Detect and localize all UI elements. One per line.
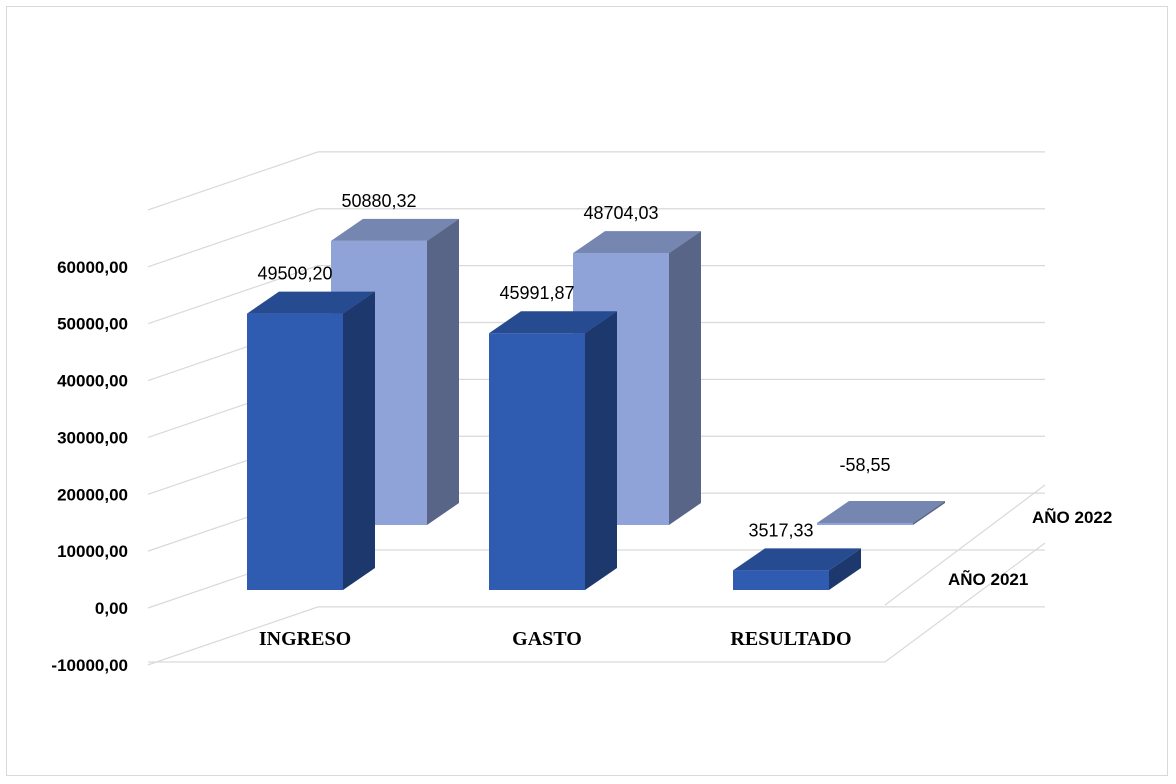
y-axis-tick-labels: -10000,00 0,00 10000,00 20000,00 30000,00 400… — [51, 258, 128, 675]
bar-2022-resultado — [817, 501, 945, 525]
x-category-label: RESULTADO — [730, 628, 851, 650]
data-label-2021: 45991,87 — [499, 283, 574, 303]
bar-2021-gasto-side — [585, 311, 617, 590]
bar-2021-resultado-front — [733, 570, 829, 590]
y-tick-label: 30000,00 — [57, 428, 128, 447]
y-tick-label: 40000,00 — [57, 372, 128, 391]
bar-2022-gasto-top — [573, 231, 701, 254]
y-tick-label: 50000,00 — [57, 315, 128, 334]
data-labels: 49509,20 45991,87 3517,33 50880,32 48704,03 -… — [257, 191, 890, 540]
bar-2022-ingreso-side — [427, 218, 459, 525]
floor-line-0 — [884, 484, 1046, 606]
bar-2022-resultado-top — [817, 501, 945, 523]
bar-2021-gasto-top — [489, 311, 617, 334]
depth-axis-label: AÑO 2022 — [1032, 507, 1112, 527]
gridline-6 — [147, 265, 1045, 325]
bar-2022-ingreso-top — [331, 218, 459, 241]
bar-2021-ingreso-front — [247, 313, 343, 590]
gridline-7 — [147, 208, 1045, 268]
bar-2021-resultado — [733, 548, 861, 590]
bar-2021-resultado-top — [733, 548, 861, 571]
floor-gridlines — [148, 484, 1046, 663]
x-axis-category-labels: INGRESO GASTO RESULTADO — [259, 628, 852, 650]
bar-2022-resultado-front — [817, 523, 913, 525]
floor-line-1 — [884, 542, 1046, 663]
depth-axis-series-labels: AÑO 2021 AÑO 2022 — [948, 507, 1112, 589]
bar-2021-ingreso-side — [343, 291, 375, 590]
bar-2022-gasto-side — [669, 231, 701, 526]
bar-2022-resultado-side — [913, 501, 945, 525]
data-label-2021: 49509,20 — [257, 264, 332, 284]
data-label-2022: 48704,03 — [583, 203, 658, 223]
bar-2021-resultado-side — [829, 548, 861, 590]
bar-2021-gasto — [489, 311, 617, 590]
gridline-top — [147, 151, 1045, 211]
bar-2021-ingreso-top — [247, 291, 375, 314]
bar-2021-ingreso — [247, 291, 375, 590]
gridline-0 — [147, 606, 1045, 666]
series-2021-bars — [247, 291, 861, 590]
y-tick-label: 10000,00 — [57, 542, 128, 561]
y-tick-label: 20000,00 — [57, 485, 128, 504]
y-tick-label: -10000,00 — [51, 656, 128, 675]
data-label-2021: 3517,33 — [748, 520, 813, 540]
series-2022-bars — [331, 218, 945, 526]
bar-2021-gasto-front — [489, 333, 585, 590]
x-category-label: GASTO — [512, 628, 582, 650]
data-label-2022: 50880,32 — [341, 191, 416, 211]
depth-axis-label: AÑO 2021 — [948, 569, 1028, 589]
x-category-label: INGRESO — [259, 628, 351, 650]
data-label-2022: -58,55 — [839, 455, 890, 475]
y-tick-label: 60000,00 — [57, 258, 128, 277]
y-tick-label: 0,00 — [95, 599, 128, 618]
